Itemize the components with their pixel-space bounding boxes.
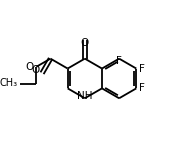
Text: O: O: [81, 38, 89, 48]
Text: O: O: [31, 65, 39, 75]
Text: NH: NH: [77, 91, 93, 101]
Text: F: F: [139, 83, 145, 93]
Text: O: O: [25, 62, 34, 72]
Text: F: F: [139, 64, 145, 74]
Text: F: F: [116, 56, 122, 66]
Text: CH₃: CH₃: [0, 78, 18, 88]
